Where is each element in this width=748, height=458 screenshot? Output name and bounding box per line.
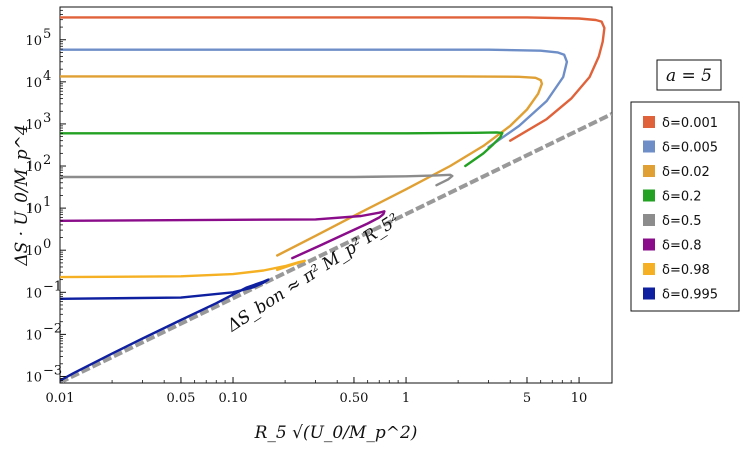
y-tick-exp-1: −2 [43, 321, 62, 336]
y-axis-title: ΔS · U_0/M_p^4 [12, 124, 32, 266]
y-tick-exp-3: 0 [43, 237, 51, 252]
x-tick-label-2: 0.10 [219, 391, 248, 406]
legend-item-1: δ=0.005 [643, 140, 718, 156]
series-line-5 [60, 210, 386, 260]
legend-swatch-7 [643, 287, 655, 300]
x-tick-label-5: 5 [523, 391, 531, 406]
x-tick-label-0: 0.01 [46, 391, 75, 406]
y-tick-exp-7: 4 [43, 69, 51, 84]
legend-label-1: δ=0.005 [662, 141, 718, 156]
legend-title-box: a = 5 [656, 59, 722, 91]
x-tick-label-4: 1 [402, 391, 410, 406]
series-line-3 [60, 131, 504, 168]
legend-item-0: δ=0.001 [643, 116, 718, 131]
legend-item-3: δ=0.2 [643, 189, 702, 205]
x-axis-ticks: 0.01 0.05 0.10 0.50 1 5 10 [46, 377, 588, 406]
legend-swatch-0 [643, 116, 655, 128]
legend-title: a = 5 [666, 66, 712, 86]
legend-label-5: δ=0.8 [662, 239, 702, 254]
legend-swatch-1 [643, 140, 655, 153]
x-tick-label-3: 0.50 [339, 391, 368, 406]
legend-label-4: δ=0.5 [662, 214, 702, 229]
y-tick-exp-0: −3 [43, 363, 62, 378]
legend-label-7: δ=0.995 [662, 288, 718, 303]
legend-item-6: δ=0.98 [643, 263, 710, 278]
y-tick-label-7: 10 [25, 76, 42, 91]
series-line-6 [60, 259, 306, 279]
y-tick-exp-8: 5 [43, 27, 51, 42]
series-line-0 [60, 16, 606, 142]
legend-swatch-5 [643, 238, 655, 251]
plot-frame [59, 6, 613, 384]
y-tick-label-4: 10 [25, 202, 42, 217]
y-tick-label-0: 10 [25, 370, 42, 385]
x-tick-label-1: 0.05 [166, 391, 195, 406]
legend-item-2: δ=0.02 [643, 165, 710, 180]
y-tick-label-8: 10 [25, 34, 42, 49]
legend-swatch-3 [643, 189, 655, 202]
x-tick-label-6: 10 [571, 391, 588, 406]
legend: δ=0.001 δ=0.005 δ=0.02 δ=0.2 δ=0.5 δ=0.8 δ=0.9… [630, 101, 740, 312]
legend-swatch-4 [643, 214, 655, 226]
y-tick-exp-2: −1 [43, 279, 62, 294]
legend-item-5: δ=0.8 [643, 238, 702, 254]
legend-label-3: δ=0.2 [662, 190, 702, 205]
y-tick-exp-4: 1 [43, 195, 51, 210]
legend-item-7: δ=0.995 [643, 287, 718, 303]
legend-label-6: δ=0.98 [662, 263, 710, 278]
x-axis-title: R_5 √(U_0/M_p^2) [254, 423, 418, 443]
legend-label-2: δ=0.02 [662, 165, 710, 180]
series-line-2 [60, 75, 544, 257]
y-tick-exp-5: 2 [43, 153, 51, 168]
series-line-1 [60, 48, 569, 149]
y-tick-label-3: 10 [25, 244, 42, 259]
y-tick-exp-6: 3 [43, 111, 51, 126]
y-tick-label-6: 10 [25, 118, 42, 133]
legend-swatch-6 [643, 263, 655, 275]
series-layer [60, 16, 612, 383]
bound-annotation: ΔS_bon ≈ π² M_p² R_5² [223, 210, 403, 337]
series-line-4 [60, 173, 454, 187]
y-tick-label-5: 10 [25, 160, 42, 175]
bound-line [60, 112, 612, 383]
legend-item-4: δ=0.5 [643, 214, 702, 229]
y-tick-label-1: 10 [25, 328, 42, 343]
y-tick-label-2: 10 [25, 286, 42, 301]
legend-label-0: δ=0.001 [662, 116, 718, 131]
legend-swatch-2 [643, 165, 655, 177]
series-line-7 [60, 278, 270, 382]
